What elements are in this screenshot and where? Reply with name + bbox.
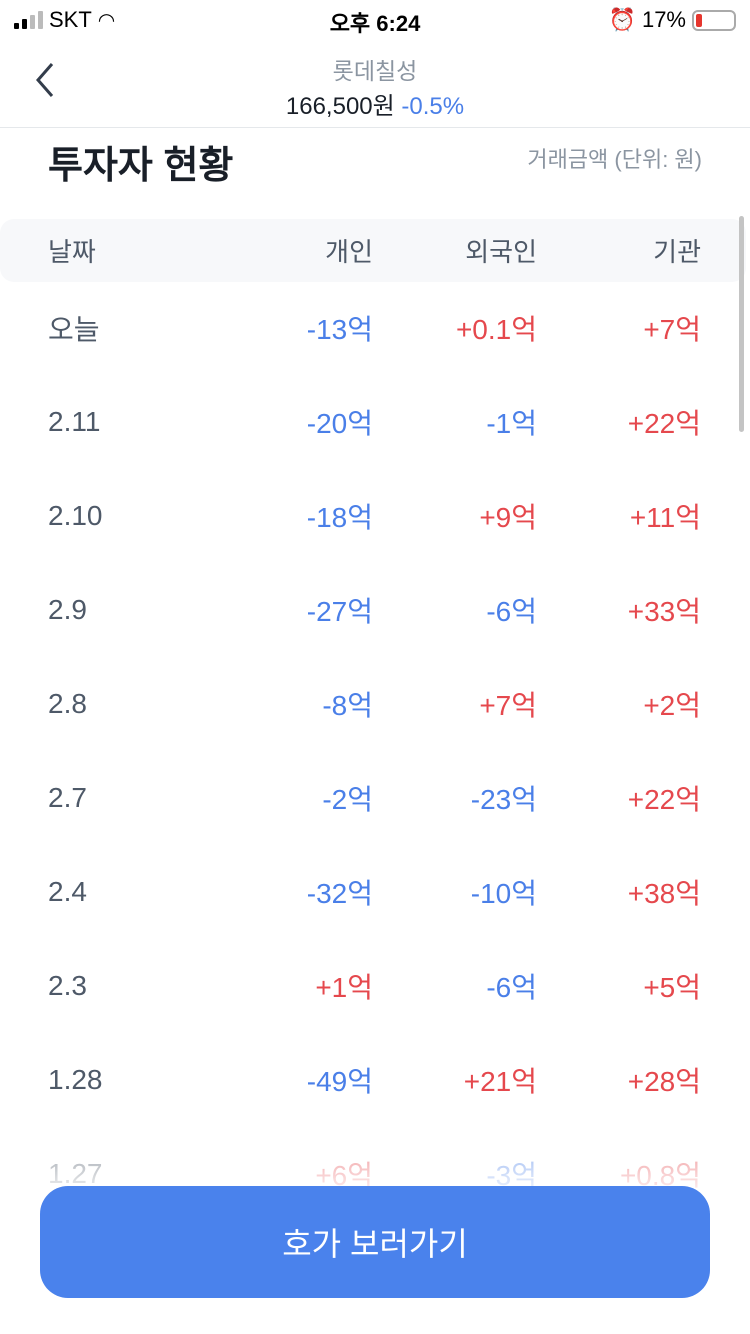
row-date: 2.8 xyxy=(48,688,87,719)
row-date: 2.4 xyxy=(48,876,87,907)
carrier: SKT xyxy=(49,7,92,32)
table-row: 2.10 -18억 +9억 +11억 xyxy=(0,491,750,541)
row-foreign: -23억 xyxy=(470,784,537,815)
column-foreign: 외국인 xyxy=(465,236,537,267)
table-row: 2.3 +1억 -6억 +5억 xyxy=(0,961,750,1011)
battery-percent: 17% xyxy=(641,7,686,32)
column-institution: 기관 xyxy=(653,236,701,267)
row-date: 2.7 xyxy=(48,782,87,813)
row-institution: +7억 xyxy=(643,314,701,345)
column-individual: 개인 xyxy=(325,236,373,267)
row-individual: +1억 xyxy=(315,972,373,1003)
row-individual: -8억 xyxy=(322,690,373,721)
stock-price: 166,500원 xyxy=(285,93,395,120)
table-row: 2.8 -8억 +7억 +2억 xyxy=(0,679,750,729)
table-row: 1.28 -49억 +21억 +28억 xyxy=(0,1055,750,1105)
column-date: 날짜 xyxy=(48,236,96,267)
signal-icon xyxy=(14,11,43,29)
row-date: 2.3 xyxy=(48,970,87,1001)
wifi-icon: ◠ xyxy=(97,9,116,32)
status-bar: SKT ◠ 오후 6:24 ⏰ 17% xyxy=(0,0,750,40)
row-individual: -2억 xyxy=(322,784,373,815)
row-foreign: -10억 xyxy=(470,878,537,909)
row-foreign: +21억 xyxy=(463,1066,537,1097)
unit-label: 거래금액 (단위: 원) xyxy=(527,147,702,172)
row-date: 2.11 xyxy=(48,406,101,437)
table-row: 2.11 -20억 -1억 +22억 xyxy=(0,397,750,447)
row-date: 오늘 xyxy=(48,314,100,345)
view-orderbook-button[interactable]: 호가 보러가기 xyxy=(40,1186,710,1298)
section-title: 투자자 현황 xyxy=(48,145,234,187)
scrollbar[interactable] xyxy=(739,216,744,432)
row-individual: -18억 xyxy=(306,502,373,533)
table-row: 2.4 -32억 -10억 +38억 xyxy=(0,867,750,917)
clock: 오후 6:24 xyxy=(329,11,421,36)
row-institution: +22억 xyxy=(627,408,701,439)
row-date: 1.28 xyxy=(48,1064,103,1095)
row-individual: -49억 xyxy=(306,1066,373,1097)
table-row: 오늘 -13억 +0.1억 +7억 xyxy=(0,303,750,353)
row-date: 2.10 xyxy=(48,500,103,531)
nav-bar: 롯데칠성 166,500원 -0.5% xyxy=(0,40,750,128)
row-individual: -13억 xyxy=(306,314,373,345)
row-foreign: +0.1억 xyxy=(455,314,537,345)
back-chevron-icon[interactable] xyxy=(30,60,60,100)
row-institution: +28억 xyxy=(627,1066,701,1097)
stock-name: 롯데칠성 xyxy=(332,58,418,84)
row-institution: +38억 xyxy=(627,878,701,909)
row-foreign: +7억 xyxy=(479,690,537,721)
row-foreign: -6억 xyxy=(486,972,537,1003)
row-institution: +33억 xyxy=(627,596,701,627)
row-foreign: -6억 xyxy=(486,596,537,627)
row-individual: -20억 xyxy=(306,408,373,439)
stock-price-line: 166,500원 -0.5% xyxy=(0,86,750,121)
row-foreign: +9억 xyxy=(479,502,537,533)
row-institution: +11억 xyxy=(629,502,701,533)
row-institution: +2억 xyxy=(643,690,701,721)
row-date: 2.9 xyxy=(48,594,87,625)
row-institution: +5억 xyxy=(643,972,701,1003)
table-row: 2.9 -27억 -6억 +33억 xyxy=(0,585,750,635)
row-individual: -32억 xyxy=(306,878,373,909)
price-change: -0.5% xyxy=(401,93,465,120)
row-institution: +22억 xyxy=(627,784,701,815)
table-header: 날짜 개인 외국인 기관 xyxy=(0,219,746,282)
battery-icon xyxy=(692,9,736,31)
row-individual: -27억 xyxy=(306,596,373,627)
row-foreign: -1억 xyxy=(486,408,537,439)
table-row: 2.7 -2억 -23억 +22억 xyxy=(0,773,750,823)
alarm-icon: ⏰ xyxy=(608,7,636,32)
